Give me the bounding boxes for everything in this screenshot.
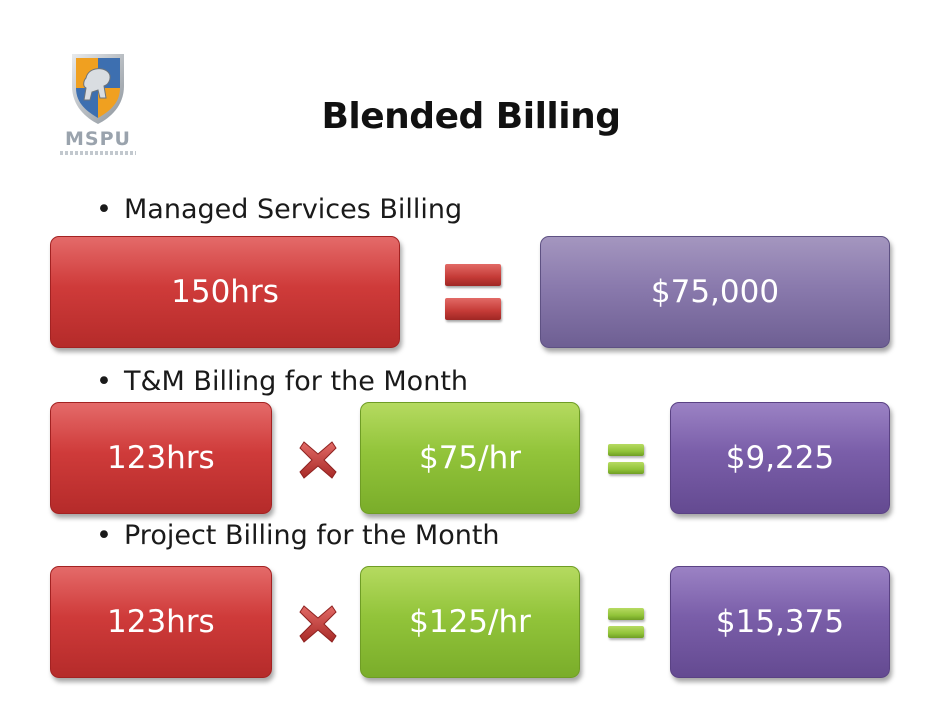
bullet-dot: • — [96, 194, 112, 225]
hours-box: 150hrs — [50, 236, 400, 348]
total-box: $9,225 — [670, 402, 890, 514]
bullet-tm-billing: • T&M Billing for the Month — [96, 366, 468, 397]
total-box: $75,000 — [540, 236, 890, 348]
mspu-logo: MSPU — [58, 48, 138, 160]
total-value: $15,375 — [715, 604, 845, 640]
equals-icon — [608, 444, 644, 474]
bullet-managed-services: • Managed Services Billing — [96, 194, 462, 225]
multiply-icon — [299, 441, 337, 479]
equals-icon — [445, 264, 501, 322]
hours-value: 123hrs — [107, 604, 215, 640]
total-box: $15,375 — [670, 566, 890, 678]
logo-tagline-line — [60, 151, 136, 155]
rate-box: $75/hr — [360, 402, 580, 514]
hours-box: 123hrs — [50, 566, 272, 678]
total-value: $75,000 — [650, 274, 780, 310]
equals-icon — [608, 608, 644, 638]
multiply-icon — [299, 605, 337, 643]
logo-text: MSPU — [65, 128, 131, 150]
bullet-dot: • — [96, 520, 112, 551]
bullet-text: T&M Billing for the Month — [124, 366, 469, 397]
total-value: $9,225 — [725, 440, 835, 476]
rate-value: $75/hr — [418, 440, 521, 476]
rate-box: $125/hr — [360, 566, 580, 678]
hours-value: 150hrs — [171, 274, 279, 310]
hours-value: 123hrs — [107, 440, 215, 476]
rate-value: $125/hr — [409, 604, 531, 640]
bullet-text: Managed Services Billing — [124, 194, 463, 225]
bullet-project-billing: • Project Billing for the Month — [96, 520, 500, 551]
bullet-text: Project Billing for the Month — [124, 520, 500, 551]
page-title: Blended Billing — [321, 96, 621, 137]
hours-box: 123hrs — [50, 402, 272, 514]
bullet-dot: • — [96, 366, 112, 397]
shield-icon — [72, 54, 124, 124]
